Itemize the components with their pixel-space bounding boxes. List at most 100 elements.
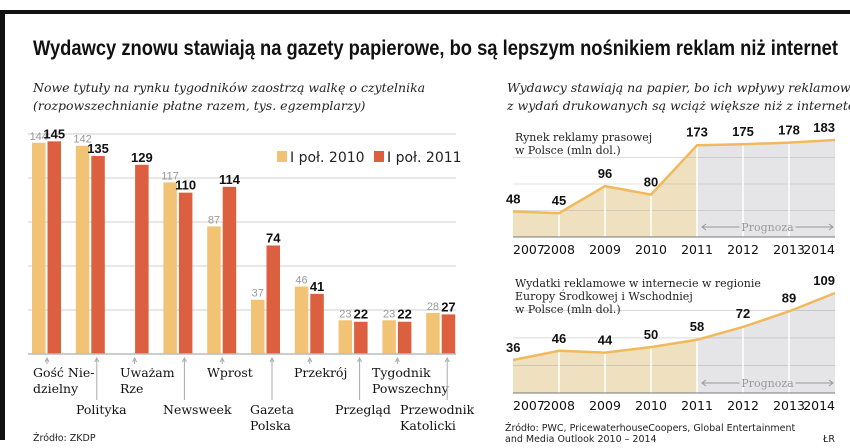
forecast-area [697, 140, 835, 237]
pointer-arrow-icon [181, 356, 187, 363]
bar-chart-subtitle-2: (rozpowszechnianie płatne razem, tys. eg… [33, 98, 365, 113]
bar-2011 [47, 141, 61, 354]
year-label: 2008 [543, 398, 575, 413]
pointer-arrow-icon [357, 356, 363, 363]
category-label: Polska [250, 418, 291, 433]
data-value-label: 173 [686, 124, 708, 139]
year-label: 2011 [681, 398, 713, 413]
data-value-label: 46 [552, 331, 566, 346]
category-label: Gość Nie- [33, 365, 94, 380]
bar-value-label: 142 [73, 134, 91, 146]
year-label: 2009 [589, 242, 621, 257]
bar-2011 [178, 192, 193, 354]
data-value-label: 44 [598, 333, 613, 348]
pointer-arrow-icon [219, 356, 225, 363]
bar-2011 [310, 293, 324, 354]
year-label: 2009 [589, 398, 621, 413]
arrow-right-icon [828, 379, 834, 387]
bar-2010 [207, 226, 221, 354]
year-label: 2014 [803, 398, 835, 413]
data-value-label: 175 [732, 124, 754, 139]
top-rule [0, 10, 850, 14]
bar-value-label: 41 [310, 279, 324, 294]
bar-value-label: 144 [30, 131, 48, 143]
bar-2010 [338, 320, 353, 354]
year-label: 2010 [635, 242, 667, 257]
data-value-label: 50 [644, 327, 658, 342]
bar-value-label: 135 [87, 141, 109, 156]
line-chart-source-2: and Media Outlook 2010 – 2014 [505, 434, 657, 445]
category-label: dzielny [33, 381, 79, 396]
forecast-area [697, 293, 835, 393]
chart-title: w Polsce (mln dol.) [515, 303, 621, 316]
legend-swatch-2011 [374, 151, 384, 162]
bar-2010 [426, 312, 440, 354]
forecast-label: Prognoza [741, 377, 794, 390]
bar-2011 [441, 314, 456, 354]
category-label: Przekrój [294, 365, 347, 380]
bar-value-label: 129 [131, 150, 153, 165]
pointer-arrow-icon [269, 356, 275, 363]
category-label: Powszechny [372, 381, 450, 396]
bar-2010 [163, 182, 177, 354]
pointer-arrow-icon [132, 356, 138, 363]
pointer-arrow-icon [94, 356, 100, 363]
forecast-label: Prognoza [741, 221, 794, 234]
data-value-label: 48 [506, 192, 520, 207]
bar-value-label: 46 [295, 275, 307, 287]
category-label: Polityka [76, 402, 127, 417]
bar-value-label: 74 [266, 230, 281, 245]
bar-2010 [382, 320, 396, 354]
data-line [512, 291, 836, 362]
data-value-label: 36 [506, 340, 520, 355]
data-value-label: 72 [736, 306, 750, 321]
bar-2011 [354, 321, 368, 354]
pointer-arrow-icon [394, 356, 400, 363]
bar-value-label: 37 [252, 288, 264, 300]
category-label: Uważam [120, 365, 175, 380]
bar-2010 [294, 286, 309, 354]
chart-title: Europy Środkowej i Wschodniej [515, 289, 693, 303]
legend-swatch-2010 [277, 151, 287, 162]
bar-value-label: 114 [219, 172, 241, 187]
bar-value-label: 87 [208, 214, 220, 226]
arrow-left-icon [701, 223, 707, 231]
category-label: Newsweek [163, 402, 232, 417]
category-label: Rze [120, 381, 143, 396]
category-label: Gazeta [250, 402, 294, 417]
category-label: Przewodnik [400, 402, 475, 417]
bar-2010 [32, 142, 46, 354]
category-label: Katolicki [400, 418, 456, 433]
author-credit: ŁR [822, 434, 835, 445]
category-label: Tygodnik [372, 365, 431, 380]
bar-chart-subtitle-1: Nowe tytuły na rynku tygodników zaostrzą… [32, 80, 425, 95]
year-label: 2013 [773, 242, 805, 257]
pointer-arrow-icon [444, 356, 450, 363]
pointer-arrow-icon [44, 356, 50, 363]
bar-value-label: 110 [175, 178, 196, 193]
line-charts-subtitle-2: z wydań drukowanych są wciąż większe niż… [506, 98, 850, 113]
year-label: 2008 [543, 242, 575, 257]
data-value-label: 183 [813, 120, 835, 135]
bar-value-label: 22 [397, 307, 411, 322]
data-value-label: 96 [598, 166, 612, 181]
data-line [512, 138, 836, 215]
year-label: 2012 [727, 398, 759, 413]
data-value-label: 109 [813, 273, 835, 288]
chart-title: Wydatki reklamowe w internecie w regioni… [515, 277, 761, 290]
bar-2011 [397, 321, 412, 354]
category-label: Przegląd [335, 402, 391, 417]
bar-value-label: 23 [339, 308, 351, 320]
bar-2011 [222, 186, 237, 354]
data-value-label: 45 [552, 193, 566, 208]
bar-2010 [251, 299, 265, 354]
bar-value-label: 145 [43, 126, 65, 141]
legend-label-2010: I poł. 2010 [290, 150, 365, 166]
data-value-label: 58 [690, 319, 704, 334]
bar-2010 [75, 145, 90, 354]
